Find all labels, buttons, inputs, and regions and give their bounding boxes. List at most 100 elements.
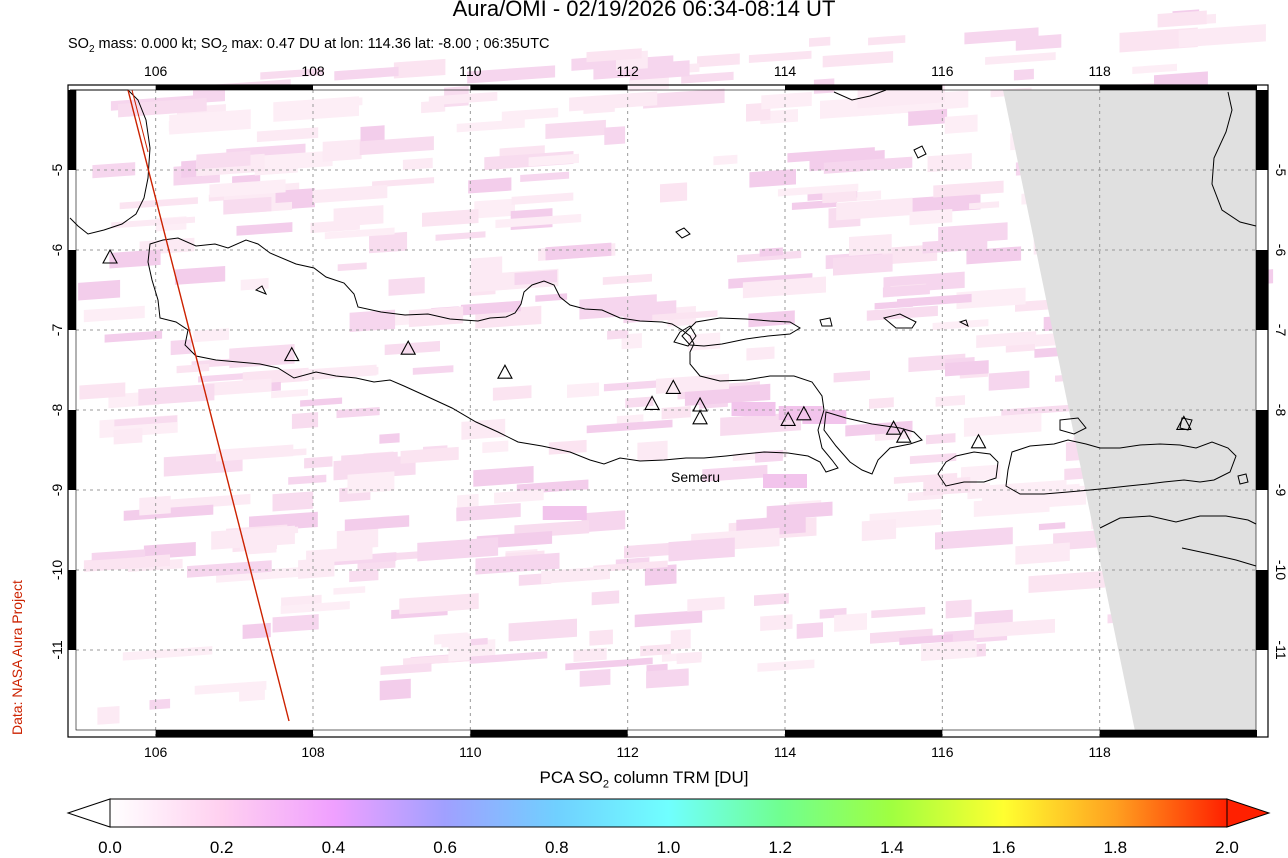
so2-pixel [961,464,1001,482]
y-tick-label-right: -5 [1273,164,1288,177]
so2-pixel [625,396,654,408]
no-data-region [1003,90,1256,736]
so2-pixel [593,560,668,573]
so2-pixel [866,305,938,321]
so2-pixel [482,440,509,454]
volcano-label-semeru: Semeru [671,469,720,485]
so2-pixel [748,310,795,328]
so2-pixel [412,365,454,375]
so2-pixel [660,182,688,203]
so2-pixel [833,370,870,383]
so2-pixel [272,614,319,633]
so2-pixel [766,501,833,521]
colorbar-tick-label: 2.0 [1215,838,1239,857]
frame-bar [1099,85,1257,90]
so2-pixel [242,622,271,640]
so2-pixel [334,66,399,81]
so2-pixel [379,433,400,444]
so2-pixel [586,419,673,434]
sumatra-coastline [69,89,151,235]
so2-pixel [360,125,385,144]
y-tick-label-right: -8 [1273,404,1288,417]
so2-pixel [967,482,990,500]
so2-pixel [280,601,350,614]
orbit-edge-line-inner [131,89,149,153]
volcano-triangle-icon [692,409,708,425]
so2-pixel [240,542,274,552]
so2-pixel [746,346,775,361]
so2-pixel [1178,24,1266,48]
so2-pixel [944,114,978,134]
frame-bar [1099,730,1257,737]
so2-pixel [637,440,668,462]
so2-pixel [494,489,544,504]
so2-pixel [495,213,582,229]
so2-pixel [579,669,611,687]
so2-pixel [113,427,143,445]
so2-pixel [310,219,360,234]
so2-pixel [945,599,972,619]
colorbar-tick-label: 1.4 [880,838,904,857]
so2-pixel [240,277,269,291]
so2-pixel [349,569,379,583]
y-tick-label-right: -11 [1273,640,1288,659]
so2-pixel [324,227,395,240]
x-tick-label-bottom: 118 [1089,744,1112,760]
so2-pixel [347,471,395,494]
so2-pixel [1038,522,1066,531]
so2-pixel [254,163,298,176]
so2-pixel [976,331,1037,349]
so2-pixel [138,383,215,406]
so2-pixel [545,119,606,140]
so2-pixel [128,555,169,565]
so2-pixel [757,659,815,672]
frame-bar [1256,90,1268,170]
so2-pixel [668,537,735,562]
so2-pixel [193,328,229,343]
so2-pixel [139,495,171,516]
so2-pixel [1015,34,1062,51]
so2-pixel [541,566,611,584]
so2-pixel [143,542,196,560]
colorbar-tick-label: 1.8 [1103,838,1128,857]
so2-pixel [83,305,145,323]
so2-pixel [291,412,319,429]
so2-pixel [833,253,893,276]
so2-pixel [748,50,812,64]
so2-pixel [927,153,972,173]
so2-pixel [868,35,906,46]
so2-pixel [280,97,363,111]
volcano-triangle-icon [665,379,682,394]
so2-pixel [312,184,388,204]
so2-pixel [985,52,1056,65]
so2-pixel [528,153,579,167]
volcano-triangle-icon [970,433,987,449]
so2-pixel [624,542,674,559]
x-tick-label-bottom: 116 [931,744,954,760]
so2-pixel [893,472,958,484]
so2-pixel [754,592,789,606]
sumba-coastline [1099,515,1257,567]
so2-pixel [661,405,691,420]
so2-pixel [288,474,327,485]
so2-pixel [583,102,615,115]
so2-pixel [344,515,410,532]
so2-pixel [697,53,740,68]
so2-pixel [777,183,859,197]
so2-pixel [909,453,957,465]
so2-pixel [194,680,267,695]
so2-pixel [988,370,1030,391]
borneo-coastline [833,89,1257,227]
so2-pixel [926,433,956,445]
colorbar-tick-label: 1.6 [991,838,1016,857]
so2-pixel [337,262,367,272]
frame-bar [68,410,76,490]
volcano-markers [102,248,1192,449]
so2-pixel [475,552,560,575]
orbit-edge-line [127,89,290,722]
so2-pixel [640,643,671,657]
y-tick-label-left: -5 [49,164,65,177]
so2-pixel [511,192,574,205]
colorbar-tick-label: 1.2 [768,838,793,857]
y-tick-label-left: -10 [49,560,65,580]
